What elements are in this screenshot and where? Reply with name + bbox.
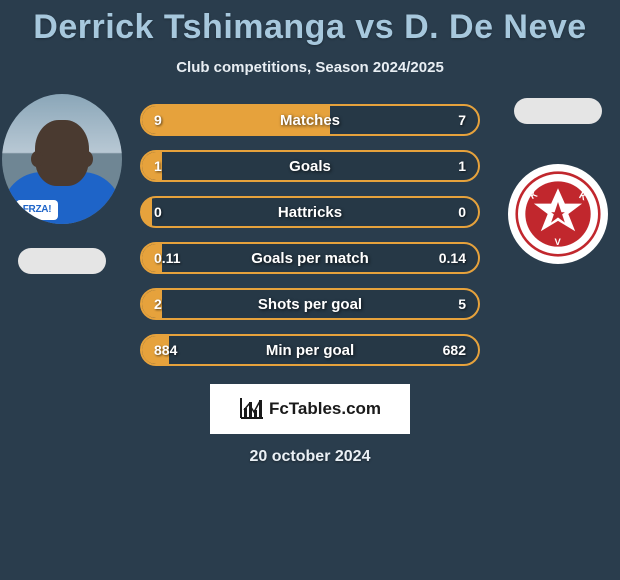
stat-row: 2 Shots per goal 5	[140, 288, 480, 320]
stat-row: 884 Min per goal 682	[140, 334, 480, 366]
stat-value-right: 0.14	[432, 250, 466, 266]
player-left-flag	[18, 248, 106, 274]
stat-fill	[142, 198, 152, 226]
stat-label: Min per goal	[266, 342, 354, 359]
player-right-club-badge: K K V	[508, 164, 608, 264]
stat-row: 0 Hattricks 0	[140, 196, 480, 228]
stat-label: Goals	[289, 158, 331, 175]
content-row: FRZA! 9 Matches 7 1 Goals 1 0 Hattricks 0 0.11 Goa…	[0, 94, 620, 366]
stat-row: 0.11 Goals per match 0.14	[140, 242, 480, 274]
stat-label: Matches	[280, 112, 340, 129]
brand-text: FcTables.com	[269, 399, 381, 419]
stat-value-right: 682	[432, 342, 466, 358]
stat-value-right: 1	[432, 158, 466, 174]
comparison-card: Derrick Tshimanga vs D. De Neve Club com…	[0, 0, 620, 580]
club-crest-icon: K K V	[515, 171, 601, 257]
stat-value-right: 7	[432, 112, 466, 128]
stat-value-left: 9	[154, 112, 188, 128]
stat-label: Goals per match	[251, 250, 369, 267]
stat-value-right: 0	[432, 204, 466, 220]
stat-value-left: 0	[154, 204, 188, 220]
player-right-column: K K V	[498, 94, 618, 264]
stats-column: 9 Matches 7 1 Goals 1 0 Hattricks 0 0.11 Goals per…	[140, 104, 480, 366]
stat-row: 1 Goals 1	[140, 150, 480, 182]
stat-row: 9 Matches 7	[140, 104, 480, 136]
stat-value-left: 1	[154, 158, 188, 174]
date-label: 20 october 2024	[0, 448, 620, 466]
stat-value-left: 884	[154, 342, 188, 358]
stat-value-right: 5	[432, 296, 466, 312]
page-title: Derrick Tshimanga vs D. De Neve	[0, 8, 620, 47]
stat-value-left: 2	[154, 296, 188, 312]
player-left-column: FRZA!	[2, 94, 122, 274]
player-right-flag	[514, 98, 602, 124]
stat-value-left: 0.11	[154, 250, 188, 266]
svg-text:V: V	[555, 237, 562, 248]
sponsor-patch: FRZA!	[16, 200, 58, 220]
subtitle: Club competitions, Season 2024/2025	[0, 59, 620, 76]
stat-label: Hattricks	[278, 204, 342, 221]
stat-label: Shots per goal	[258, 296, 362, 313]
brand-watermark: FcTables.com	[210, 384, 410, 434]
bar-chart-icon	[239, 398, 263, 420]
player-left-avatar: FRZA!	[2, 94, 122, 224]
